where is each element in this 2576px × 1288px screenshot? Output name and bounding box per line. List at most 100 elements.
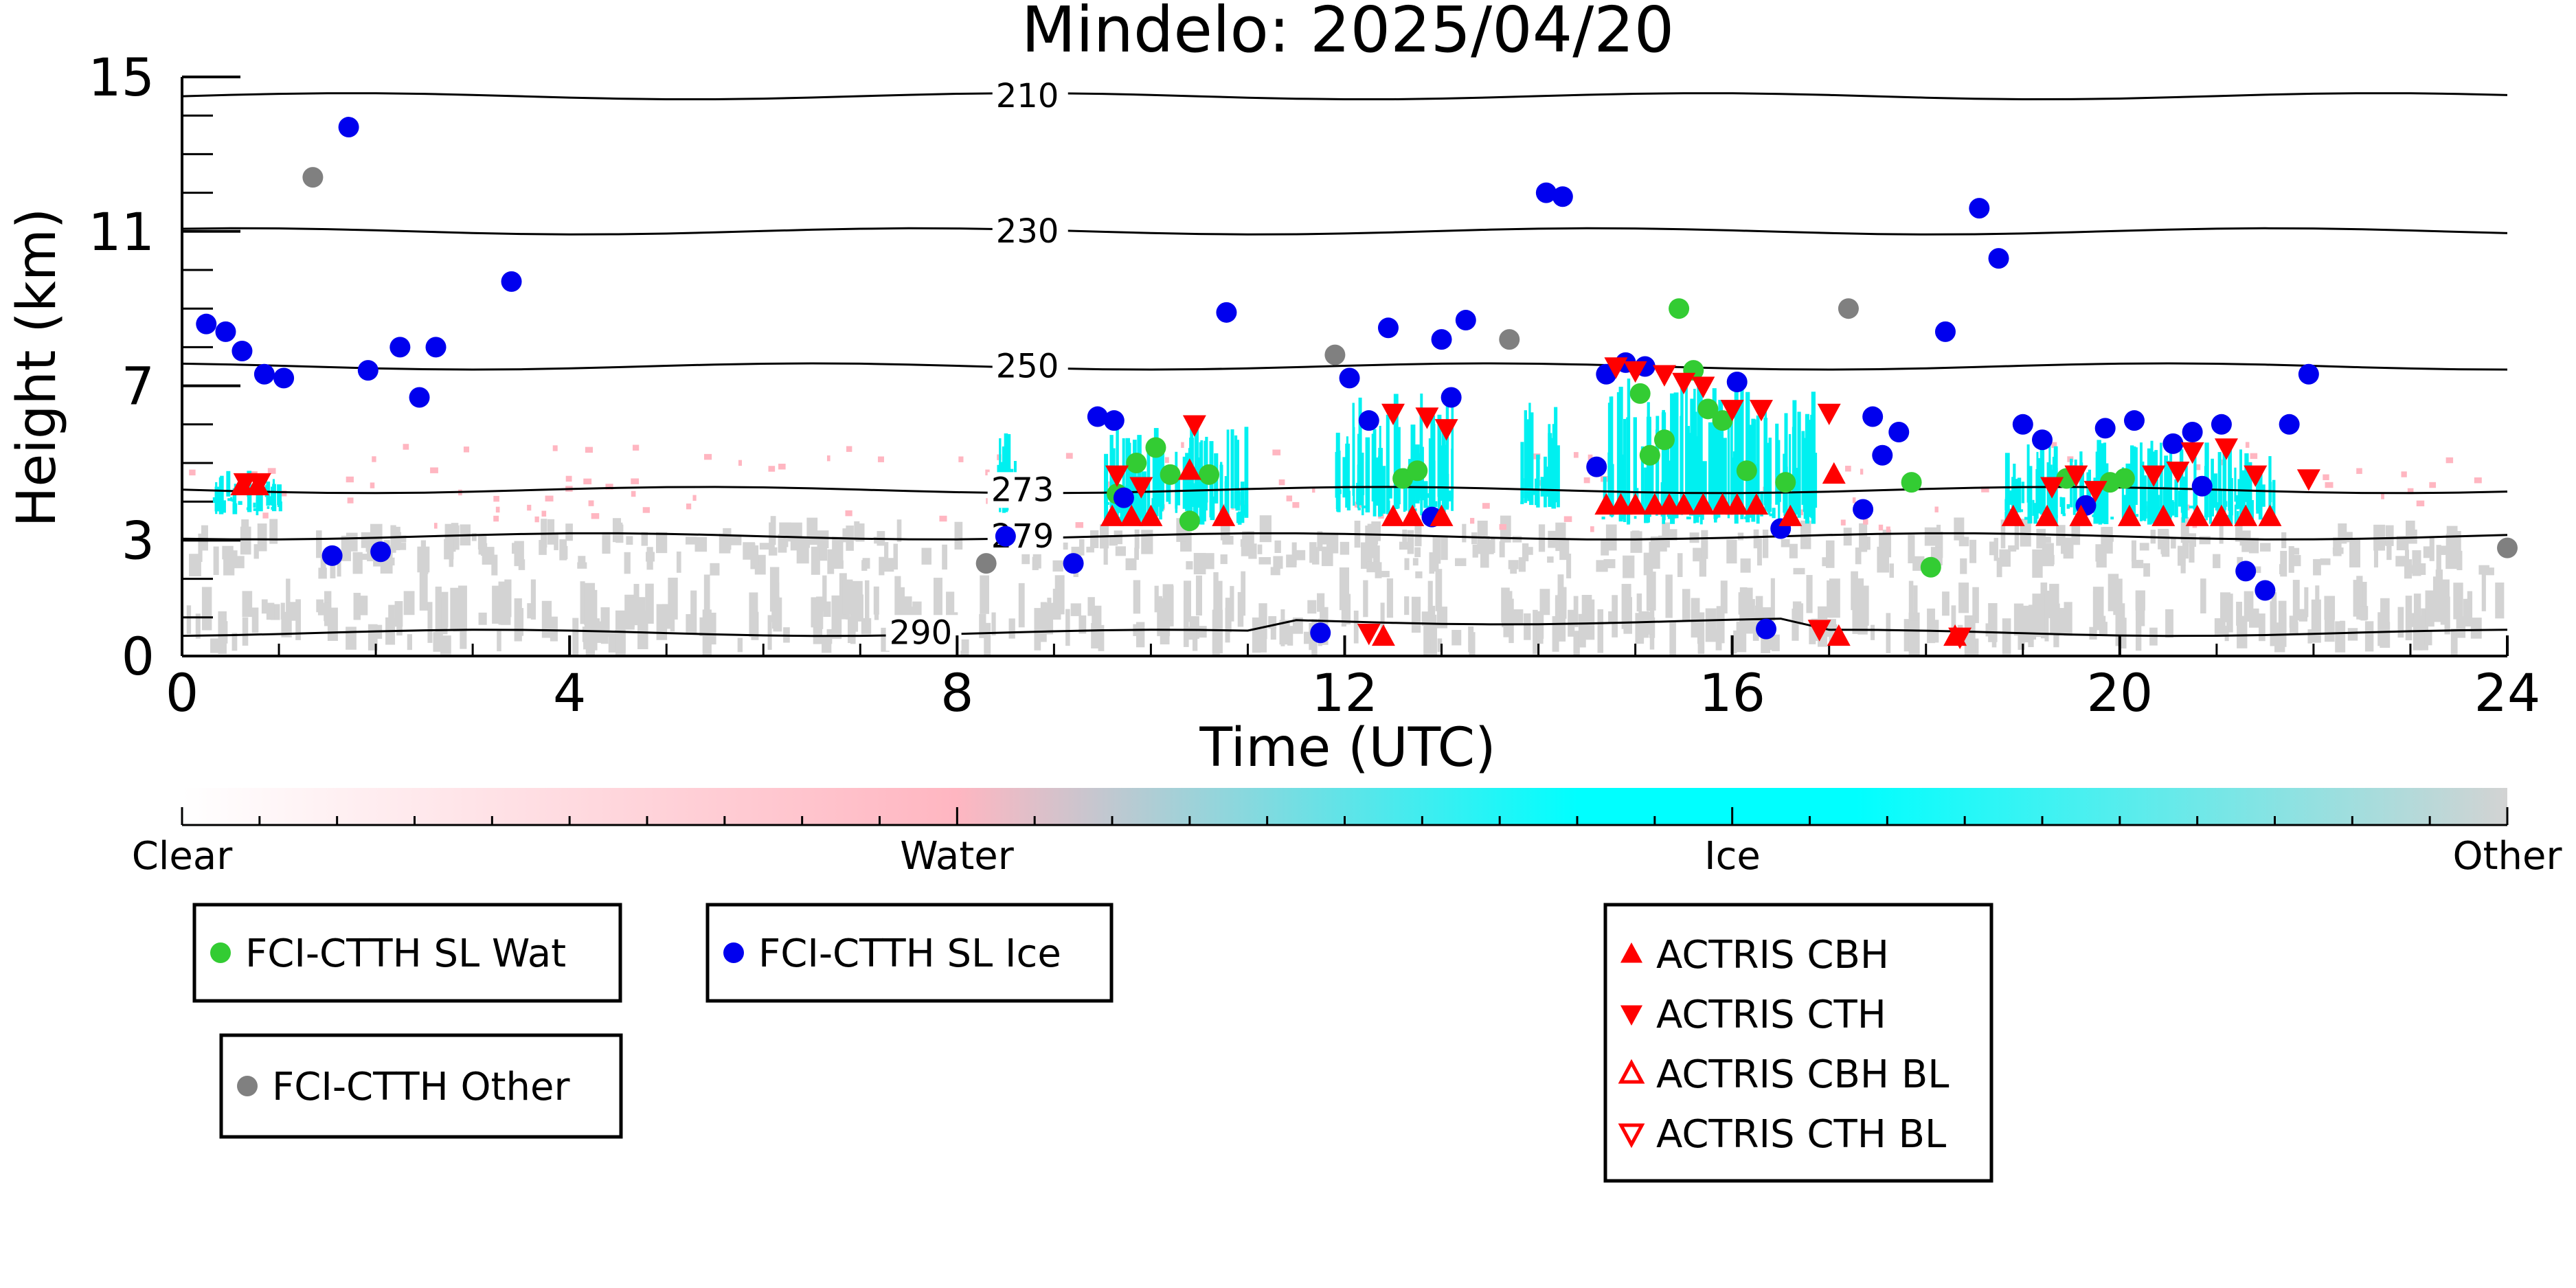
- point-fci-ctth-sl-ice: [1872, 444, 1893, 466]
- bg-other-patch: [1573, 631, 1580, 655]
- bg-other-patch: [1879, 534, 1885, 557]
- bg-other-patch: [1039, 613, 1047, 642]
- bg-other-patch: [874, 536, 881, 544]
- bg-water-patch: [778, 464, 786, 470]
- bg-other-patch: [1988, 602, 1998, 642]
- bg-other-patch: [1375, 562, 1382, 578]
- bg-water-patch: [527, 504, 532, 511]
- bg-ice-column: [2224, 455, 2227, 510]
- bg-ice-column: [227, 498, 231, 501]
- point-fci-ctth-sl-ice: [425, 337, 447, 358]
- y-tick-label: 15: [88, 47, 155, 108]
- bg-other-patch: [295, 599, 301, 640]
- point-fci-ctth-sl-wat: [1160, 464, 1181, 485]
- bg-other-patch: [554, 532, 558, 550]
- bg-other-patch: [1279, 620, 1290, 645]
- bg-ice-column: [2004, 453, 2010, 519]
- point-fci-ctth-sl-wat: [1736, 460, 1757, 482]
- bg-ice-column: [1670, 393, 1675, 524]
- bg-ice-column: [2174, 479, 2178, 517]
- point-fci-ctth-sl-ice: [370, 541, 392, 563]
- bg-other-patch: [1547, 556, 1554, 563]
- bg-ice-column: [1152, 448, 1157, 507]
- bg-other-patch: [668, 580, 675, 613]
- bg-other-patch: [504, 579, 512, 618]
- bg-ice-column: [238, 501, 242, 505]
- bg-ice-column: [1528, 403, 1531, 489]
- point-fci-ctth-sl-ice: [1862, 406, 1884, 427]
- bg-other-patch: [2235, 520, 2243, 542]
- bg-other-patch: [1157, 596, 1162, 637]
- bg-other-patch: [478, 543, 488, 555]
- bg-ice-column: [232, 488, 236, 508]
- bg-ice-column: [1135, 496, 1139, 515]
- point-actris-cth: [1357, 624, 1381, 646]
- bg-water-patch: [2245, 442, 2250, 448]
- bg-ice-column: [2142, 507, 2145, 510]
- bg-ice-column: [1772, 508, 1776, 519]
- bg-ice-column: [1616, 392, 1620, 504]
- bg-other-patch: [1258, 556, 1272, 565]
- bg-other-patch: [417, 546, 430, 573]
- bg-water-patch: [1181, 442, 1184, 449]
- bg-other-patch: [2008, 545, 2017, 552]
- bg-other-patch: [1772, 634, 1780, 651]
- bg-other-patch: [2022, 605, 2030, 643]
- bg-other-patch: [855, 594, 863, 622]
- bg-other-patch: [316, 530, 322, 558]
- bg-other-patch: [1089, 530, 1099, 548]
- bg-ice-column: [1767, 442, 1772, 512]
- point-actris-cth: [1129, 477, 1153, 499]
- point-fci-ctth-sl-wat: [1669, 298, 1690, 319]
- bg-other-patch: [2292, 580, 2300, 621]
- bg-other-patch: [1954, 517, 1965, 541]
- bg-other-patch: [2160, 529, 2169, 554]
- bg-other-patch: [1746, 587, 1753, 634]
- bg-other-patch: [749, 592, 758, 637]
- bg-ice-column: [247, 492, 252, 512]
- bg-other-patch: [822, 575, 827, 611]
- bg-ice-column: [1744, 516, 1748, 519]
- bg-water-patch: [2429, 482, 2437, 488]
- bg-water-patch: [2323, 474, 2329, 480]
- bg-ice-column: [1393, 394, 1399, 510]
- bg-ice-column: [1788, 433, 1792, 507]
- point-actris-cbh: [1381, 504, 1405, 526]
- bg-other-patch: [1510, 561, 1517, 574]
- point-fci-ctth-other: [1838, 298, 1859, 319]
- bg-other-patch: [861, 560, 868, 571]
- bg-other-patch: [359, 554, 368, 560]
- point-fci-ctth-sl-ice: [2235, 561, 2257, 582]
- bg-ice-column: [1237, 511, 1242, 525]
- bg-ice-column: [2250, 500, 2254, 524]
- bg-ice-column: [231, 499, 235, 502]
- bg-other-patch: [2171, 537, 2176, 549]
- bg-other-patch: [1958, 583, 1969, 613]
- point-fci-ctth-sl-ice: [1339, 368, 1360, 389]
- point-fci-ctth-sl-ice: [2298, 363, 2319, 385]
- bg-other-patch: [1186, 561, 1193, 569]
- bg-other-patch: [2478, 565, 2489, 575]
- bg-other-patch: [991, 612, 996, 635]
- colorbar-labels: Clear Water Ice Other: [132, 834, 2563, 879]
- bg-other-patch: [2332, 547, 2344, 554]
- bg-other-patch: [1859, 523, 1868, 552]
- bg-water-patch: [1878, 524, 1884, 531]
- bg-ice-column: [2143, 475, 2147, 508]
- y-axis-label: Height (km): [6, 208, 68, 528]
- bg-ice-column: [1656, 429, 1658, 516]
- bg-other-patch: [893, 543, 899, 570]
- bg-other-patch: [492, 585, 501, 624]
- point-fci-ctth-sl-ice: [2279, 414, 2300, 435]
- contour-label-210: 210: [996, 77, 1059, 115]
- x-tick-label: 0: [166, 662, 199, 723]
- bg-other-patch: [2304, 587, 2309, 618]
- bg-ice-column: [2020, 509, 2024, 512]
- bg-other-patch: [1287, 626, 1293, 646]
- bg-other-patch: [1429, 552, 1435, 574]
- bg-other-patch: [1435, 569, 1443, 611]
- bg-water-patch: [2186, 504, 2190, 510]
- bg-water-patch: [1286, 495, 1293, 501]
- bg-water-patch: [2218, 459, 2226, 466]
